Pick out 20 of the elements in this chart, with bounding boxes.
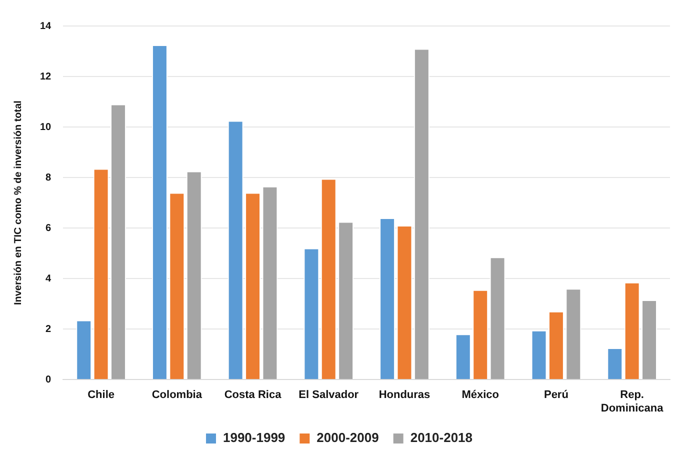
x-tick-label: Costa Rica <box>224 389 282 402</box>
x-tick-label: El Salvador <box>298 389 360 402</box>
legend-label: 1990-1999 <box>222 430 286 446</box>
legend-label: 2000-2009 <box>316 430 379 446</box>
y-tick-label: 10 <box>40 122 52 133</box>
y-tick-label: 12 <box>40 71 52 82</box>
x-tick-label: Chile <box>88 389 115 402</box>
y-tick-label: 4 <box>46 273 52 284</box>
x-tick-label: Colombia <box>152 389 203 402</box>
y-axis-title: Inversión en TIC como % de inversión total <box>12 100 24 306</box>
x-tick-label: Honduras <box>378 389 430 402</box>
x-tick-label: Perú <box>544 389 568 402</box>
legend-label: 2010-2018 <box>410 430 473 446</box>
y-tick-label: 6 <box>46 222 52 234</box>
y-tick-label: 14 <box>40 20 52 32</box>
y-tick-label: 2 <box>46 324 52 335</box>
x-tick-label: Rep. Dominicana <box>600 389 664 414</box>
x-tick-label: México <box>462 389 500 402</box>
y-tick-label: 0 <box>46 374 52 386</box>
y-tick-label: 8 <box>46 172 52 184</box>
